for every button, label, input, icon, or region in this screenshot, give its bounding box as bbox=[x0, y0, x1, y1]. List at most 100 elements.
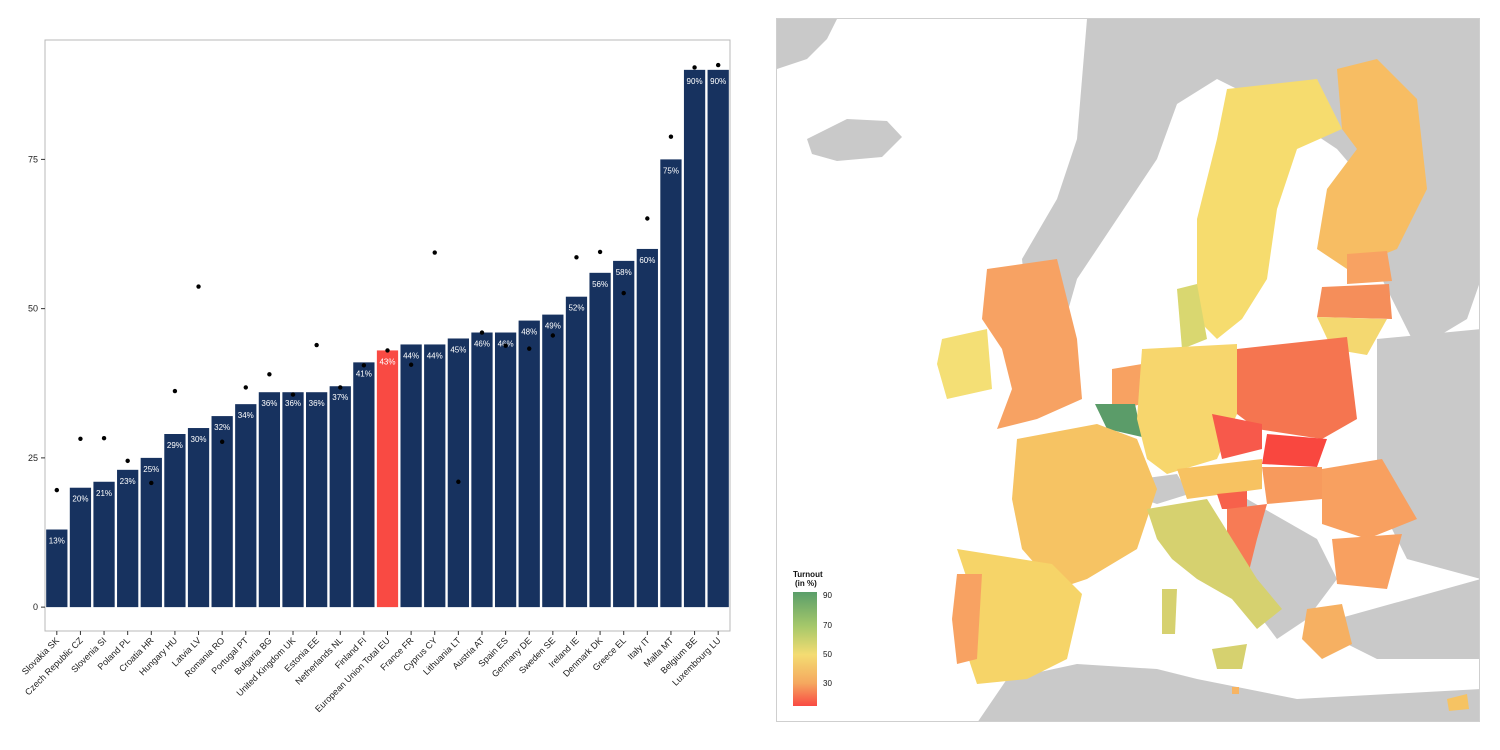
data-point bbox=[314, 342, 319, 348]
region-netherlands bbox=[1112, 364, 1142, 411]
bar bbox=[494, 332, 517, 608]
bar-value-label: 36% bbox=[309, 399, 325, 408]
bar bbox=[400, 344, 422, 608]
region-belgium bbox=[1095, 404, 1142, 437]
bar bbox=[211, 416, 233, 608]
bar-value-label: 44% bbox=[427, 351, 443, 360]
bar bbox=[447, 338, 469, 608]
bar bbox=[683, 69, 706, 608]
data-point bbox=[149, 480, 154, 486]
data-point bbox=[574, 255, 579, 260]
data-point bbox=[692, 65, 697, 70]
legend-tick-30: 30 bbox=[823, 679, 832, 688]
greenland-land bbox=[777, 19, 837, 69]
region-malta bbox=[1232, 687, 1239, 694]
region-slovenia bbox=[1217, 491, 1247, 509]
data-point bbox=[527, 346, 532, 351]
bar bbox=[46, 529, 68, 608]
bar bbox=[258, 392, 281, 608]
legend-tick-50: 50 bbox=[823, 650, 832, 659]
region-latvia bbox=[1317, 284, 1392, 319]
bar-value-label: 75% bbox=[663, 166, 679, 175]
turnout-map: Turnout (in %) 90 70 50 30 bbox=[776, 18, 1480, 722]
bar bbox=[93, 481, 115, 608]
bar-value-label: 36% bbox=[261, 399, 277, 408]
bar-value-label: 13% bbox=[49, 537, 65, 546]
region-uk bbox=[982, 259, 1082, 429]
y-tick-label: 0 bbox=[33, 602, 38, 612]
region-sicily bbox=[1212, 644, 1247, 669]
region-denmark bbox=[1177, 284, 1207, 349]
data-point bbox=[432, 250, 437, 255]
region-sweden bbox=[1197, 79, 1342, 339]
data-point bbox=[338, 385, 343, 390]
region-greece bbox=[1302, 604, 1352, 659]
bar bbox=[471, 332, 493, 608]
legend-title-line1: Turnout bbox=[793, 570, 823, 579]
region-austria bbox=[1177, 459, 1262, 499]
region-czech bbox=[1212, 414, 1262, 459]
data-point bbox=[361, 363, 367, 368]
bar-value-label: 45% bbox=[450, 345, 466, 354]
bar bbox=[707, 69, 729, 608]
bar-value-label: 30% bbox=[191, 435, 207, 444]
bar-value-label: 21% bbox=[96, 489, 112, 498]
region-croatia bbox=[1227, 504, 1267, 579]
bar-value-label: 23% bbox=[120, 477, 136, 486]
iceland-land bbox=[807, 119, 902, 161]
data-point bbox=[503, 343, 508, 348]
bar bbox=[636, 248, 658, 608]
europe-map-svg: Turnout (in %) 90 70 50 30 bbox=[777, 19, 1479, 721]
data-point bbox=[645, 216, 650, 221]
bar-value-label: 52% bbox=[568, 304, 584, 313]
bar-value-label: 46% bbox=[474, 340, 490, 349]
data-point bbox=[172, 388, 178, 394]
bar bbox=[306, 392, 328, 608]
region-sardinia bbox=[1162, 589, 1177, 634]
legend-color-bar bbox=[793, 592, 817, 706]
bar bbox=[117, 469, 139, 608]
region-poland bbox=[1237, 337, 1357, 439]
turnout-legend: Turnout (in %) 90 70 50 30 bbox=[793, 570, 832, 706]
bar-value-label: 56% bbox=[592, 280, 608, 289]
bar-value-label: 37% bbox=[332, 393, 348, 402]
bar-value-label: 29% bbox=[167, 441, 183, 450]
bar bbox=[329, 386, 351, 608]
bar-value-label: 90% bbox=[687, 77, 703, 86]
bar bbox=[542, 314, 564, 608]
data-point bbox=[243, 385, 248, 390]
data-point bbox=[597, 249, 603, 255]
y-tick-label: 25 bbox=[28, 453, 38, 463]
data-point bbox=[54, 487, 60, 493]
data-point bbox=[715, 62, 721, 68]
region-romania bbox=[1322, 459, 1417, 539]
data-point bbox=[456, 479, 461, 484]
y-tick-label: 75 bbox=[28, 154, 38, 164]
legend-title-line2: (in %) bbox=[795, 579, 817, 588]
bar-value-label: 44% bbox=[403, 351, 419, 360]
data-point bbox=[101, 435, 107, 441]
data-point bbox=[267, 372, 272, 377]
bar-value-label: 20% bbox=[72, 495, 88, 504]
bar-value-label: 90% bbox=[710, 77, 726, 86]
legend-tick-70: 70 bbox=[823, 621, 832, 630]
region-spain bbox=[957, 549, 1082, 684]
data-point bbox=[550, 333, 556, 338]
data-point bbox=[668, 134, 674, 139]
region-slovakia bbox=[1262, 434, 1327, 467]
region-hungary bbox=[1262, 467, 1322, 504]
bar-value-label: 25% bbox=[143, 465, 159, 474]
region-france bbox=[1012, 424, 1157, 589]
region-italy bbox=[1147, 499, 1282, 629]
bar-value-label: 43% bbox=[379, 357, 395, 366]
turkey-land bbox=[1337, 579, 1479, 659]
bar bbox=[565, 296, 588, 608]
data-point bbox=[290, 392, 296, 397]
bar bbox=[69, 487, 92, 608]
y-tick-label: 50 bbox=[28, 304, 38, 314]
data-point bbox=[408, 362, 414, 367]
bar-value-label: 60% bbox=[639, 256, 655, 265]
bar-value-label: 32% bbox=[214, 423, 230, 432]
legend-tick-90: 90 bbox=[823, 591, 832, 600]
bar-value-label: 58% bbox=[616, 268, 632, 277]
